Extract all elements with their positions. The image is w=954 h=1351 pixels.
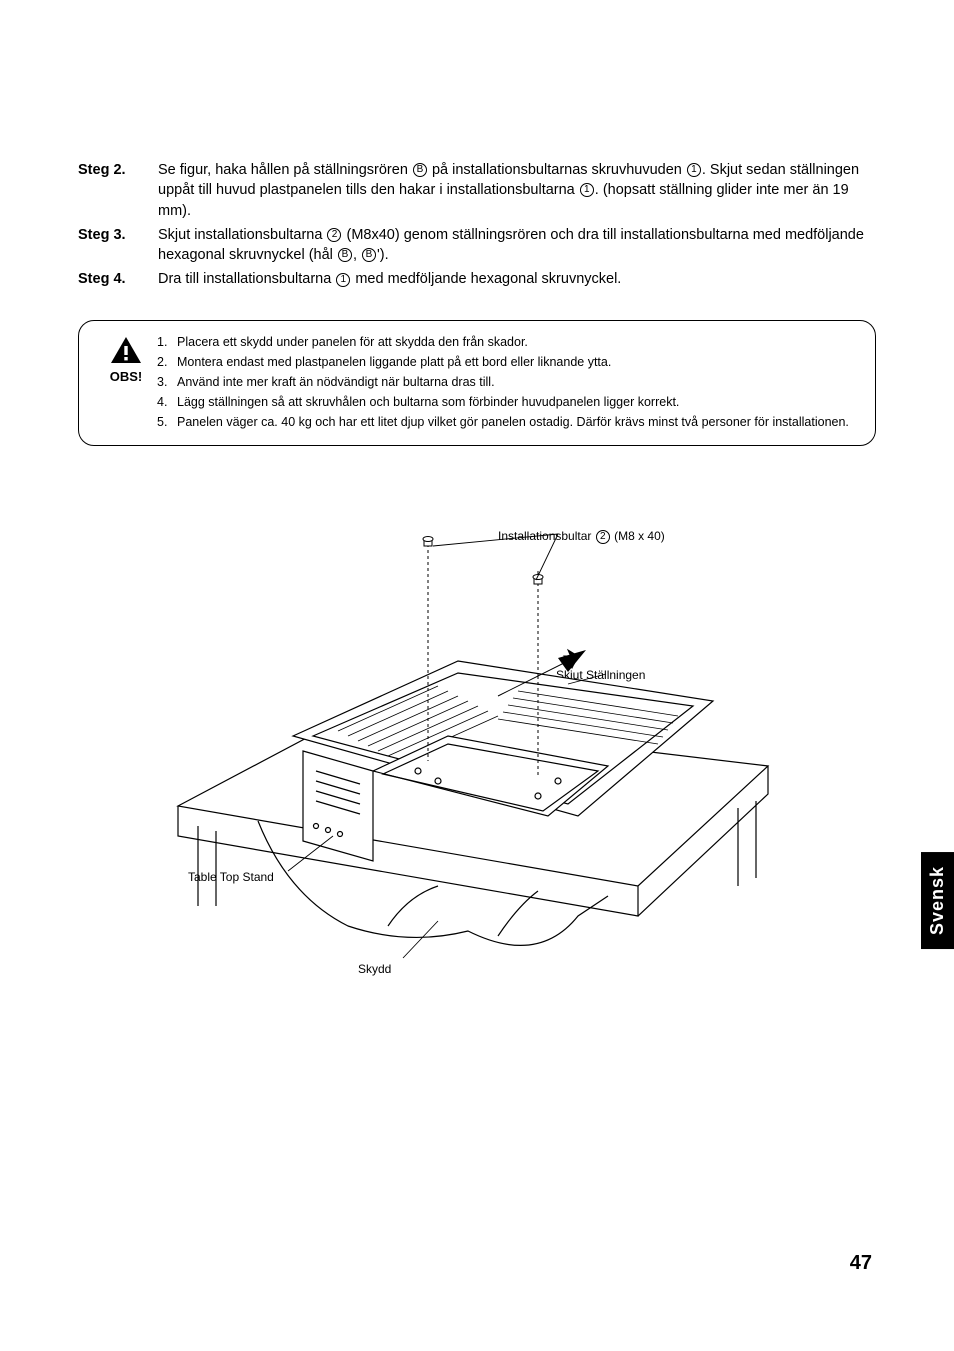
diagram-svg: [138, 526, 798, 1046]
step-label: Steg 4.: [78, 269, 158, 289]
step-text: Skjut installationsbultarna 2 (M8x40) ge…: [158, 225, 876, 266]
caution-box: OBS! 1.Placera ett skydd under panelen f…: [78, 320, 876, 447]
language-tab: Svensk: [921, 852, 954, 949]
assembly-diagram: Installationsbultar 2 (M8 x 40) Skjut St…: [78, 526, 876, 1046]
steps-block: Steg 2. Se figur, haka hållen på ställni…: [78, 160, 876, 290]
step-label: Steg 3.: [78, 225, 158, 266]
step-label: Steg 2.: [78, 160, 158, 221]
step-4: Steg 4. Dra till installationsbultarna 1…: [78, 269, 876, 289]
warning-icon: [109, 335, 143, 365]
caution-item: 2.Montera endast med plastpanelen liggan…: [157, 353, 859, 371]
caution-label: OBS!: [95, 369, 157, 384]
step-3: Steg 3. Skjut installationsbultarna 2 (M…: [78, 225, 876, 266]
page-number: 47: [850, 1252, 872, 1275]
caution-icon-column: OBS!: [95, 333, 157, 384]
caution-item: 5.Panelen väger ca. 40 kg och har ett li…: [157, 413, 859, 431]
caution-list: 1.Placera ett skydd under panelen för at…: [157, 333, 859, 434]
step-text: Se figur, haka hållen på ställningsrören…: [158, 160, 876, 221]
step-2: Steg 2. Se figur, haka hållen på ställni…: [78, 160, 876, 221]
step-text: Dra till installationsbultarna 1 med med…: [158, 269, 876, 289]
caution-item: 3.Använd inte mer kraft än nödvändigt nä…: [157, 373, 859, 391]
caution-item: 1.Placera ett skydd under panelen för at…: [157, 333, 859, 351]
caution-item: 4.Lägg ställningen så att skruvhålen och…: [157, 393, 859, 411]
